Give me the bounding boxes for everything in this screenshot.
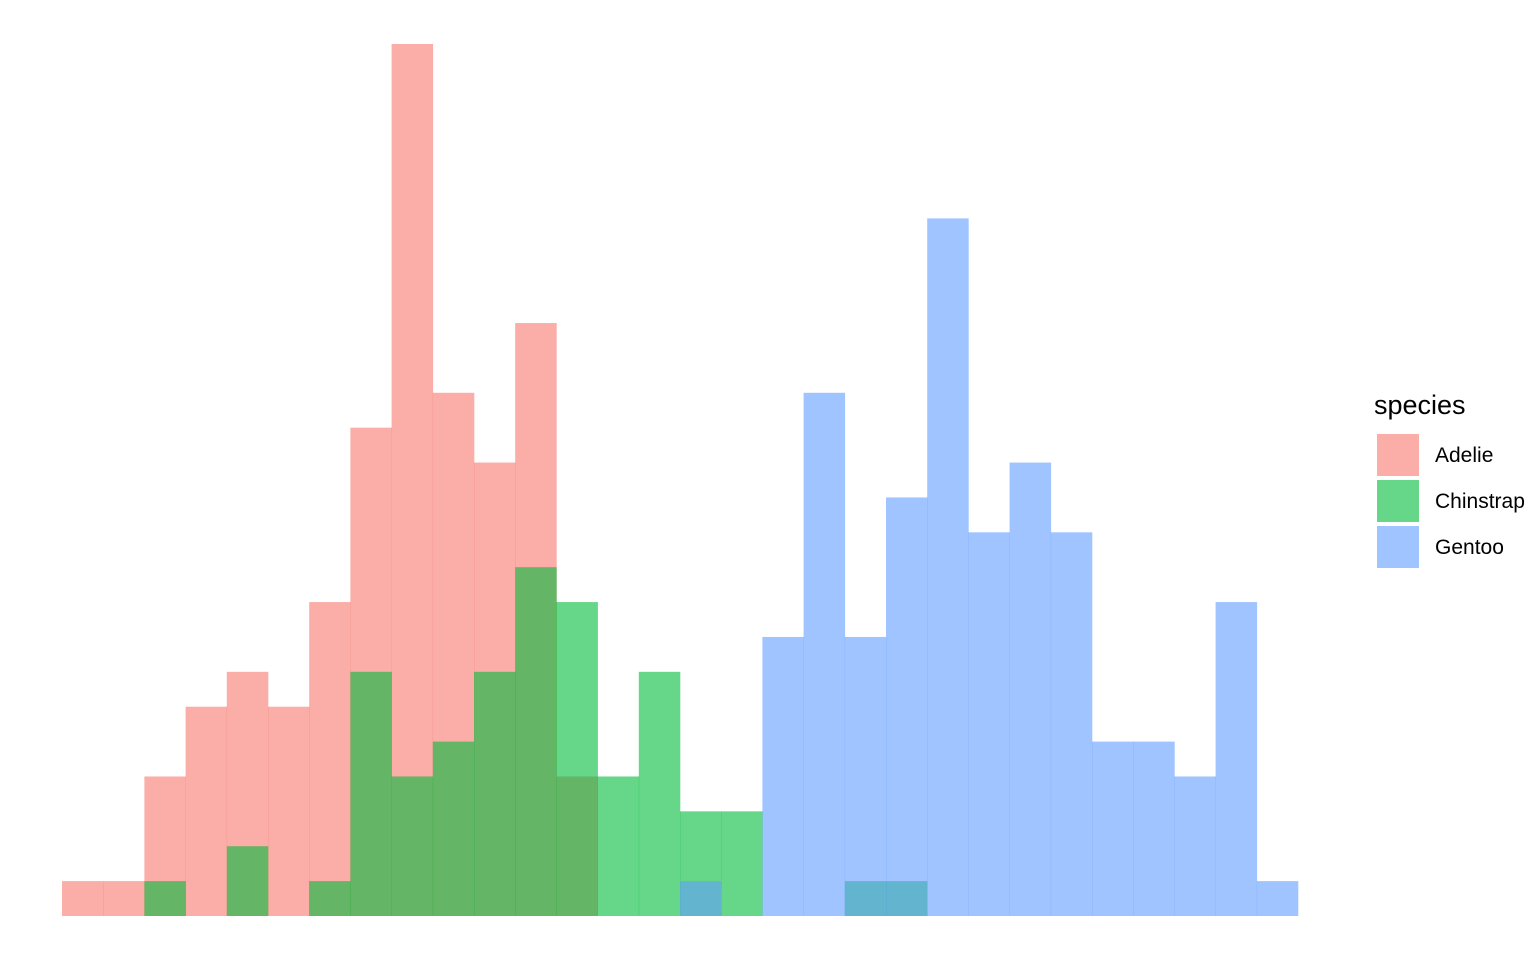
bar-gentoo-bin-21 [886,497,928,916]
bar-chinstrap-bin-8 [350,671,392,916]
bar-gentoo-bin-23 [968,532,1010,916]
bar-gentoo-bin-20 [844,636,887,916]
bar-chinstrap-bin-15 [638,671,681,916]
bar-chinstrap-bin-14 [597,776,640,916]
legend-title: species [1374,390,1466,420]
bar-gentoo-bin-28 [1174,776,1216,916]
bar-chinstrap-bin-10 [432,741,475,916]
plot-area [62,44,1299,916]
bar-chinstrap-bin-3 [144,881,186,916]
bar-gentoo-bin-16 [680,881,722,916]
legend-key-gentoo [1377,526,1419,568]
bar-gentoo-bin-19 [803,392,846,916]
bar-chinstrap-bin-5 [226,846,269,916]
bar-adelie-bin-9 [391,44,434,916]
bar-gentoo-bin-27 [1133,741,1175,916]
legend-key-adelie [1377,434,1419,476]
legend-key-chinstrap [1377,480,1419,522]
bar-chinstrap-bin-12 [515,567,557,916]
legend-label-chinstrap: Chinstrap [1435,490,1525,513]
legend-label-gentoo: Gentoo [1435,536,1504,559]
bar-chinstrap-bin-17 [721,811,763,916]
legend-items: Adelie Chinstrap Gentoo [1377,434,1525,568]
bar-chinstrap-bin-13 [556,602,598,916]
bar-gentoo-bin-18 [762,636,804,916]
bar-gentoo-bin-24 [1009,462,1052,916]
bar-adelie-bin-7 [309,602,351,916]
bar-adelie-bin-2 [103,881,145,916]
bar-adelie-bin-4 [185,706,228,916]
bar-chinstrap-bin-11 [474,671,516,916]
bar-gentoo-bin-22 [927,218,969,916]
bar-gentoo-bin-30 [1256,881,1299,916]
legend-label-adelie: Adelie [1435,444,1493,467]
legend: species Adelie Chinstrap Gentoo [1374,390,1525,568]
bar-adelie-bin-6 [268,706,310,916]
bar-gentoo-bin-29 [1215,602,1258,916]
bar-gentoo-bin-25 [1050,532,1093,916]
bar-chinstrap-bin-9 [391,776,434,916]
bar-gentoo-bin-26 [1092,741,1134,916]
bar-chinstrap-bin-7 [309,881,351,916]
bar-adelie-bin-1 [62,881,104,916]
